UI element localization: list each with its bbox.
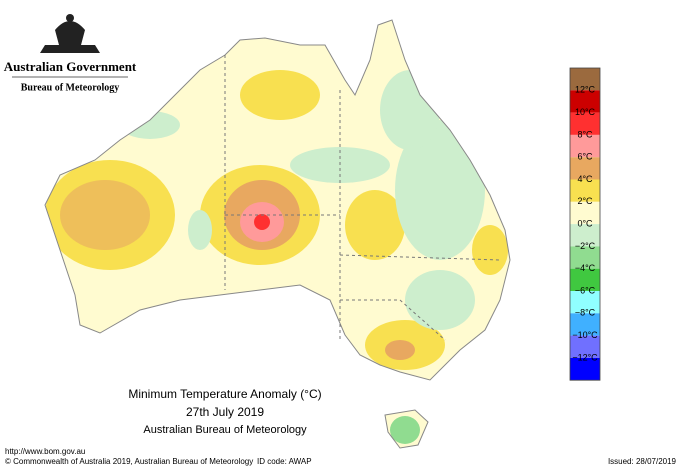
- footer-issued: Issued: 28/07/2019: [608, 457, 677, 466]
- legend-swatch: [570, 68, 600, 91]
- legend-swatch: [570, 90, 600, 113]
- legend-swatch: [570, 157, 600, 180]
- map-source: Australian Bureau of Meteorology: [143, 424, 307, 436]
- map-date: 27th July 2019: [186, 405, 264, 419]
- legend-label: 0°C: [577, 218, 593, 228]
- legend-label: 2°C: [577, 196, 593, 206]
- footer-url: http://www.bom.gov.au: [5, 447, 85, 456]
- legend-label: 10°C: [575, 107, 596, 117]
- legend-label: −12°C: [572, 352, 598, 362]
- state-borders: [224, 55, 501, 341]
- legend-swatch: [570, 357, 600, 381]
- map-title: Minimum Temperature Anomaly (°C): [128, 387, 321, 401]
- legend-label: −6°C: [575, 285, 596, 295]
- legend-swatch: [570, 201, 600, 225]
- legend-swatch: [570, 291, 600, 314]
- legend-label: −4°C: [575, 263, 596, 273]
- legend-label: −2°C: [575, 241, 596, 251]
- legend-label: −8°C: [575, 308, 596, 318]
- legend-swatch: [570, 246, 600, 269]
- legend-label: 6°C: [577, 152, 593, 162]
- legend: 12°C 10°C 8°C 6°C 4°C 2°C 0°C −2°C −4°C −6°C −8°C −…: [569, 67, 601, 381]
- legend-swatch: [570, 179, 600, 202]
- legend-swatch: [570, 335, 600, 358]
- footer-copyright: © Commonwealth of Australia 2019, Austra…: [5, 457, 253, 466]
- legend-swatch: [570, 268, 600, 291]
- legend-label: 4°C: [577, 174, 593, 184]
- legend-swatch: [570, 224, 600, 247]
- legend-frame: [569, 67, 601, 381]
- legend-label: −10°C: [572, 330, 598, 340]
- crest: [40, 14, 100, 53]
- footer-id: ID code: AWAP: [257, 457, 312, 466]
- legend-label: 8°C: [577, 129, 593, 139]
- legend-label: 12°C: [575, 85, 596, 95]
- header-agency: Bureau of Meteorology: [21, 82, 120, 93]
- legend-swatch: [570, 134, 600, 158]
- header-government: Australian Government: [4, 59, 137, 74]
- legend-swatch: [570, 112, 600, 135]
- legend-swatch: [570, 313, 600, 336]
